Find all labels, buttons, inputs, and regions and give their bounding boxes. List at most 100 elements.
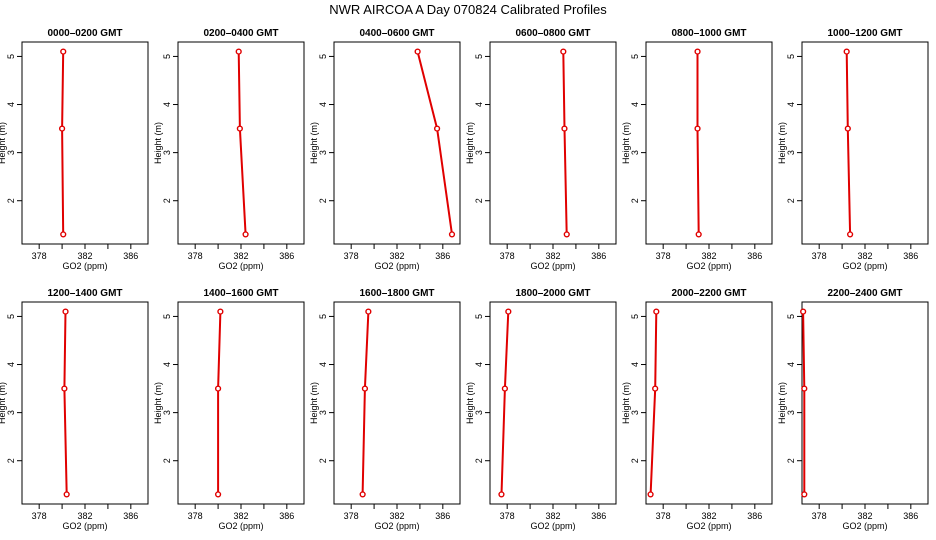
- y-tick-label: 2: [786, 458, 796, 463]
- plot-frame: [645, 301, 773, 505]
- y-tick-label: 2: [6, 198, 16, 203]
- x-tick-label: 382: [389, 511, 404, 521]
- profile-point: [844, 125, 851, 132]
- x-tick-label: 382: [233, 251, 248, 261]
- y-tick-label: 3: [162, 150, 172, 155]
- plot-frame: [177, 41, 305, 245]
- x-tick-label: 386: [747, 251, 762, 261]
- y-tick-label: 5: [6, 314, 16, 319]
- x-tick-label: 378: [32, 251, 47, 261]
- y-tick-label: 2: [630, 458, 640, 463]
- x-tick-label: 386: [123, 251, 138, 261]
- y-axis-label: Height (m): [465, 122, 475, 164]
- y-tick-label: 3: [162, 410, 172, 415]
- y-axis-label: Height (m): [465, 382, 475, 424]
- y-axis-label: Height (m): [0, 122, 7, 164]
- plot-frame: [333, 301, 461, 505]
- y-tick-label: 4: [474, 102, 484, 107]
- profile-point: [694, 48, 701, 55]
- x-axis-label: GO2 (ppm): [530, 261, 575, 271]
- panel-6: 1200–1400 GMT 378 382 386 2 3 4 5 GO2 (ppm) Heigh…: [0, 288, 149, 531]
- profile-point: [61, 385, 68, 392]
- plot-frame: [489, 41, 617, 245]
- x-tick-label: 386: [591, 511, 606, 521]
- x-tick-label: 378: [500, 511, 515, 521]
- profile-point: [563, 231, 570, 238]
- x-tick-label: 382: [77, 511, 92, 521]
- y-tick-label: 2: [630, 198, 640, 203]
- profile-point: [694, 125, 701, 132]
- panel-title: 1000–1200 GMT: [827, 28, 902, 39]
- panel-title: 1600–1800 GMT: [359, 288, 434, 299]
- y-tick-label: 2: [318, 198, 328, 203]
- x-tick-label: 386: [123, 511, 138, 521]
- x-axis-label: GO2 (ppm): [374, 261, 419, 271]
- x-tick-label: 378: [344, 511, 359, 521]
- y-axis-label: Height (m): [309, 122, 319, 164]
- plot-frame: [21, 41, 149, 245]
- y-tick-label: 4: [786, 102, 796, 107]
- y-tick-label: 4: [786, 362, 796, 367]
- y-tick-label: 2: [6, 458, 16, 463]
- x-axis-label: GO2 (ppm): [374, 521, 419, 531]
- x-tick-label: 386: [903, 251, 918, 261]
- x-tick-label: 378: [344, 251, 359, 261]
- panel-title: 0000–0200 GMT: [47, 28, 122, 39]
- x-tick-label: 382: [857, 511, 872, 521]
- x-tick-label: 382: [545, 251, 560, 261]
- x-tick-label: 386: [279, 251, 294, 261]
- x-axis-label: GO2 (ppm): [686, 261, 731, 271]
- panel-2: 0400–0600 GMT 378 382 386 2 3 4 5 GO2 (ppm) Heigh…: [309, 28, 461, 271]
- x-axis-label: GO2 (ppm): [218, 521, 263, 531]
- panel-title: 0400–0600 GMT: [359, 28, 434, 39]
- y-axis-label: Height (m): [621, 122, 631, 164]
- panel-title: 0600–0800 GMT: [515, 28, 590, 39]
- profile-point: [242, 231, 249, 238]
- y-tick-label: 5: [786, 54, 796, 59]
- profile-point: [214, 385, 222, 392]
- profile-point: [217, 308, 224, 315]
- profile-line: [61, 51, 65, 235]
- y-tick-label: 3: [786, 410, 796, 415]
- y-tick-label: 3: [474, 150, 484, 155]
- y-axis-label: Height (m): [0, 382, 7, 424]
- profile-point: [847, 231, 854, 238]
- x-tick-label: 378: [500, 251, 515, 261]
- profile-point: [653, 308, 660, 315]
- y-axis-label: Height (m): [153, 122, 163, 164]
- x-tick-label: 378: [32, 511, 47, 521]
- x-tick-label: 386: [747, 511, 762, 521]
- profile-point: [652, 385, 659, 392]
- panel-3: 0600–0800 GMT 378 382 386 2 3 4 5 GO2 (ppm) Heigh…: [465, 28, 617, 271]
- y-tick-label: 4: [162, 102, 172, 107]
- y-tick-label: 5: [162, 314, 172, 319]
- y-tick-label: 4: [6, 102, 16, 107]
- y-tick-label: 3: [630, 410, 640, 415]
- panels-grid: 0000–0200 GMT 378 382 386 2 3 4 5 GO2 (ppm) Heigh…: [0, 28, 929, 531]
- x-axis-label: GO2 (ppm): [530, 521, 575, 531]
- profile-point: [365, 308, 372, 315]
- panel-10: 2000–2200 GMT 378 382 386 2 3 4 5 GO2 (ppm) Heigh…: [621, 288, 773, 531]
- x-tick-label: 382: [545, 511, 560, 521]
- x-tick-label: 386: [903, 511, 918, 521]
- profile-point: [505, 308, 512, 315]
- y-axis-label: Height (m): [777, 122, 787, 164]
- x-tick-label: 386: [435, 511, 450, 521]
- profile-point: [448, 231, 456, 238]
- profile-point: [433, 125, 441, 132]
- x-tick-label: 382: [233, 511, 248, 521]
- y-tick-label: 5: [630, 314, 640, 319]
- x-tick-label: 382: [701, 251, 716, 261]
- profile-point: [63, 491, 70, 498]
- x-tick-label: 382: [77, 251, 92, 261]
- profile-point: [62, 308, 69, 315]
- y-tick-label: 2: [786, 198, 796, 203]
- panel-11: 2200–2400 GMT 378 382 386 2 3 4 5 GO2 (ppm) Heigh…: [777, 288, 929, 531]
- profile-point: [236, 125, 243, 132]
- profile-point: [60, 48, 67, 55]
- y-tick-label: 2: [318, 458, 328, 463]
- profile-point: [801, 491, 808, 498]
- x-axis-label: GO2 (ppm): [62, 521, 107, 531]
- y-tick-label: 3: [630, 150, 640, 155]
